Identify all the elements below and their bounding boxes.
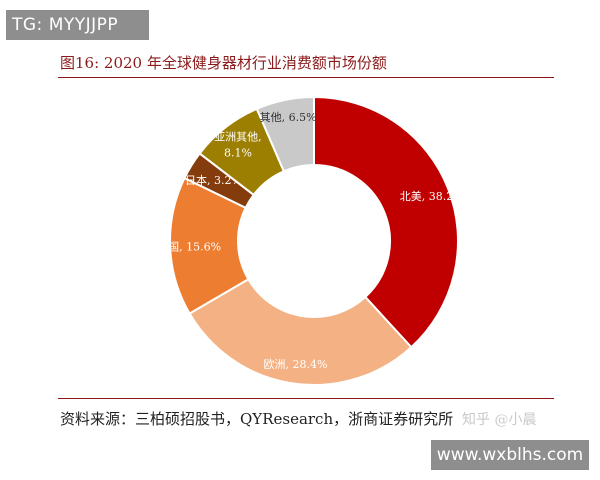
slice-label-3: 日本, 3.2%	[185, 173, 242, 187]
tg-watermark: TG: MYYJJPP	[6, 10, 149, 40]
slice-label-0: 北美, 38.2%	[400, 190, 464, 203]
source-divider	[58, 398, 554, 399]
slice-label-1: 欧洲, 28.4%	[263, 358, 327, 371]
slice-1	[188, 277, 413, 386]
slice-label-5: 其他, 6.5%	[260, 111, 317, 124]
figure-title: 图16: 2020 年全球健身器材行业消费额市场份额	[60, 54, 387, 72]
slice-label-2: 中国, 15.6%	[157, 241, 221, 254]
slice-0	[313, 95, 459, 349]
slice-5	[255, 95, 315, 173]
title-divider	[58, 77, 554, 78]
slice-label-4: 亚洲其他, 8.1%	[214, 131, 262, 160]
url-watermark: www.wxblhs.com	[431, 440, 589, 470]
source-note: 资料来源：三柏硕招股书，QYResearch，浙商证券研究所	[60, 410, 454, 428]
zhihu-watermark: 知乎 @小晨	[462, 412, 537, 428]
